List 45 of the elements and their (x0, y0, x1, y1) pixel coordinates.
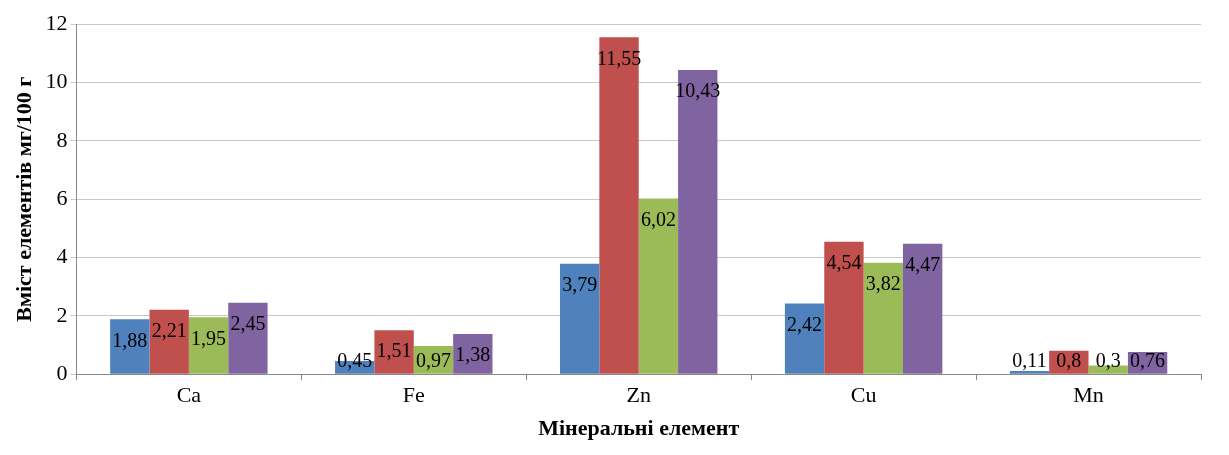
bar (784, 303, 825, 374)
bar (863, 262, 903, 374)
x-tick-label: Fe (402, 382, 425, 408)
bar (228, 302, 268, 374)
x-tick-label: Mn (1073, 382, 1104, 408)
x-tick-label: Cu (850, 382, 877, 408)
data-label: 2,42 (787, 312, 823, 335)
data-label: 1,51 (376, 339, 412, 362)
data-label: 2,45 (230, 311, 266, 334)
data-label: 4,47 (905, 253, 941, 276)
data-label: 4,54 (826, 251, 862, 274)
y-tick-label: 0 (56, 359, 68, 385)
bar (599, 37, 639, 374)
y-tick-label: 10 (45, 68, 68, 94)
x-tick-label: Zn (626, 382, 651, 408)
y-axis-title: Вміст елементів мг/100 г (10, 76, 36, 322)
data-label: 6,02 (640, 207, 676, 230)
data-label: 3,82 (865, 272, 901, 295)
bar (374, 330, 414, 374)
bar (678, 69, 718, 374)
data-label: 0,97 (415, 349, 451, 372)
y-tick-label: 8 (56, 126, 68, 152)
x-tick-label: Ca (176, 382, 202, 408)
data-label: 0,11 (1012, 349, 1047, 372)
data-label: 3,79 (562, 272, 598, 295)
data-label: 0,76 (1130, 349, 1166, 372)
data-label: 2,21 (151, 318, 187, 341)
data-label: 0,8 (1056, 349, 1082, 372)
data-label: 0,3 (1095, 349, 1121, 372)
data-label: 0,45 (337, 349, 373, 372)
y-tick-label: 4 (56, 243, 68, 269)
bar (559, 263, 600, 374)
bar (902, 243, 943, 374)
bar (188, 317, 229, 374)
data-label: 1,88 (112, 328, 148, 351)
data-label: 1,95 (191, 326, 227, 349)
x-axis-title: Мінеральні елемент (538, 415, 740, 441)
bar (824, 241, 864, 374)
data-label: 1,38 (455, 343, 491, 366)
bar (638, 198, 679, 374)
bar (1009, 370, 1050, 374)
bar (149, 309, 189, 374)
y-tick-label: 12 (45, 9, 68, 35)
y-tick-label: 6 (56, 184, 68, 210)
y-tick-label: 2 (56, 301, 68, 327)
